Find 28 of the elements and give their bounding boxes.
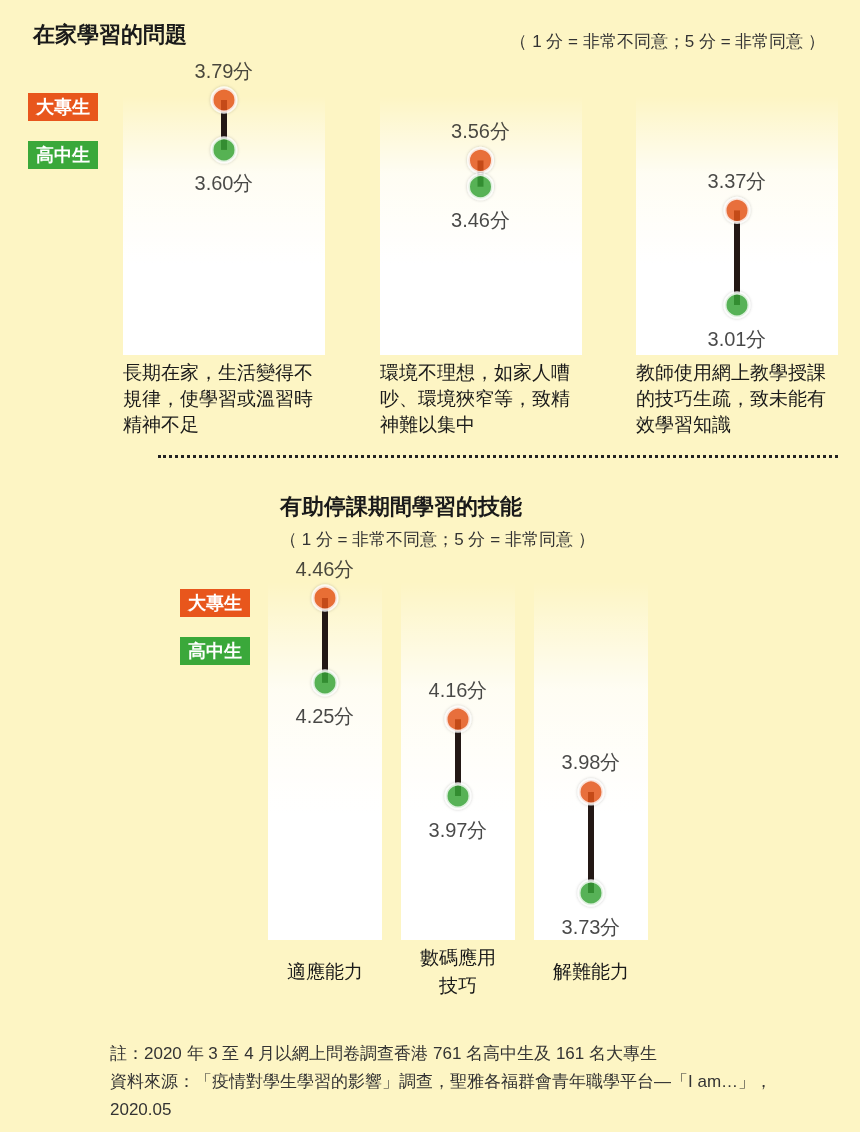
x-tick-label: 適應能力 xyxy=(287,960,363,982)
x-tick-label: 長期在家，生活變得不規律，使學習或溫習時精神不足 xyxy=(123,361,313,435)
chart-subtitle: （ 1 分 = 非常不同意；5 分 = 非常同意 ） xyxy=(280,530,595,549)
text: 大專生 xyxy=(35,97,90,117)
data-label: 3.73分 xyxy=(561,915,621,938)
x-tick-label: 解難能力 xyxy=(553,960,629,982)
x-tick-label: 教師使用網上教學授課的技巧生疏，致未能有效學習知識 xyxy=(636,361,826,435)
data-label: 3.46分 xyxy=(451,209,510,232)
text: 高中生 xyxy=(36,145,90,165)
data-label: 3.97分 xyxy=(428,818,488,841)
text: 大專生 xyxy=(187,593,242,613)
data-label: 3.98分 xyxy=(561,751,621,774)
data-label: 3.79分 xyxy=(194,59,254,82)
text: 註：2020 年 3 至 4 月以網上問卷調查香港 761 名高中生及 161 名大專生 xyxy=(110,1043,658,1065)
data-label: 4.46分 xyxy=(295,557,355,580)
chart-subtitle: （ 1 分 = 非常不同意；5 分 = 非常同意 ） xyxy=(510,32,826,51)
x-tick-label: 數碼應用技巧 xyxy=(420,946,496,996)
data-label: 3.56分 xyxy=(451,119,510,142)
data-label: 4.25分 xyxy=(295,705,355,728)
chart-title: 有助停課期間學習的技能 xyxy=(279,493,522,519)
x-tick-label: 環境不理想，如家人嘈吵、環境狹窄等，致精神難以集中 xyxy=(379,361,570,435)
text: 高中生 xyxy=(188,641,242,661)
data-label: 3.01分 xyxy=(707,327,767,350)
chart-title: 在家學習的問題 xyxy=(32,21,187,47)
source-note: 資料來源：「疫情對學生學習的影響」調查，聖雅各福群會青年職學平台—「I am…」，2020.05 xyxy=(110,1071,774,1121)
data-label: 3.60分 xyxy=(194,172,254,195)
data-label: 4.16分 xyxy=(428,678,488,701)
data-label: 3.37分 xyxy=(707,169,767,192)
